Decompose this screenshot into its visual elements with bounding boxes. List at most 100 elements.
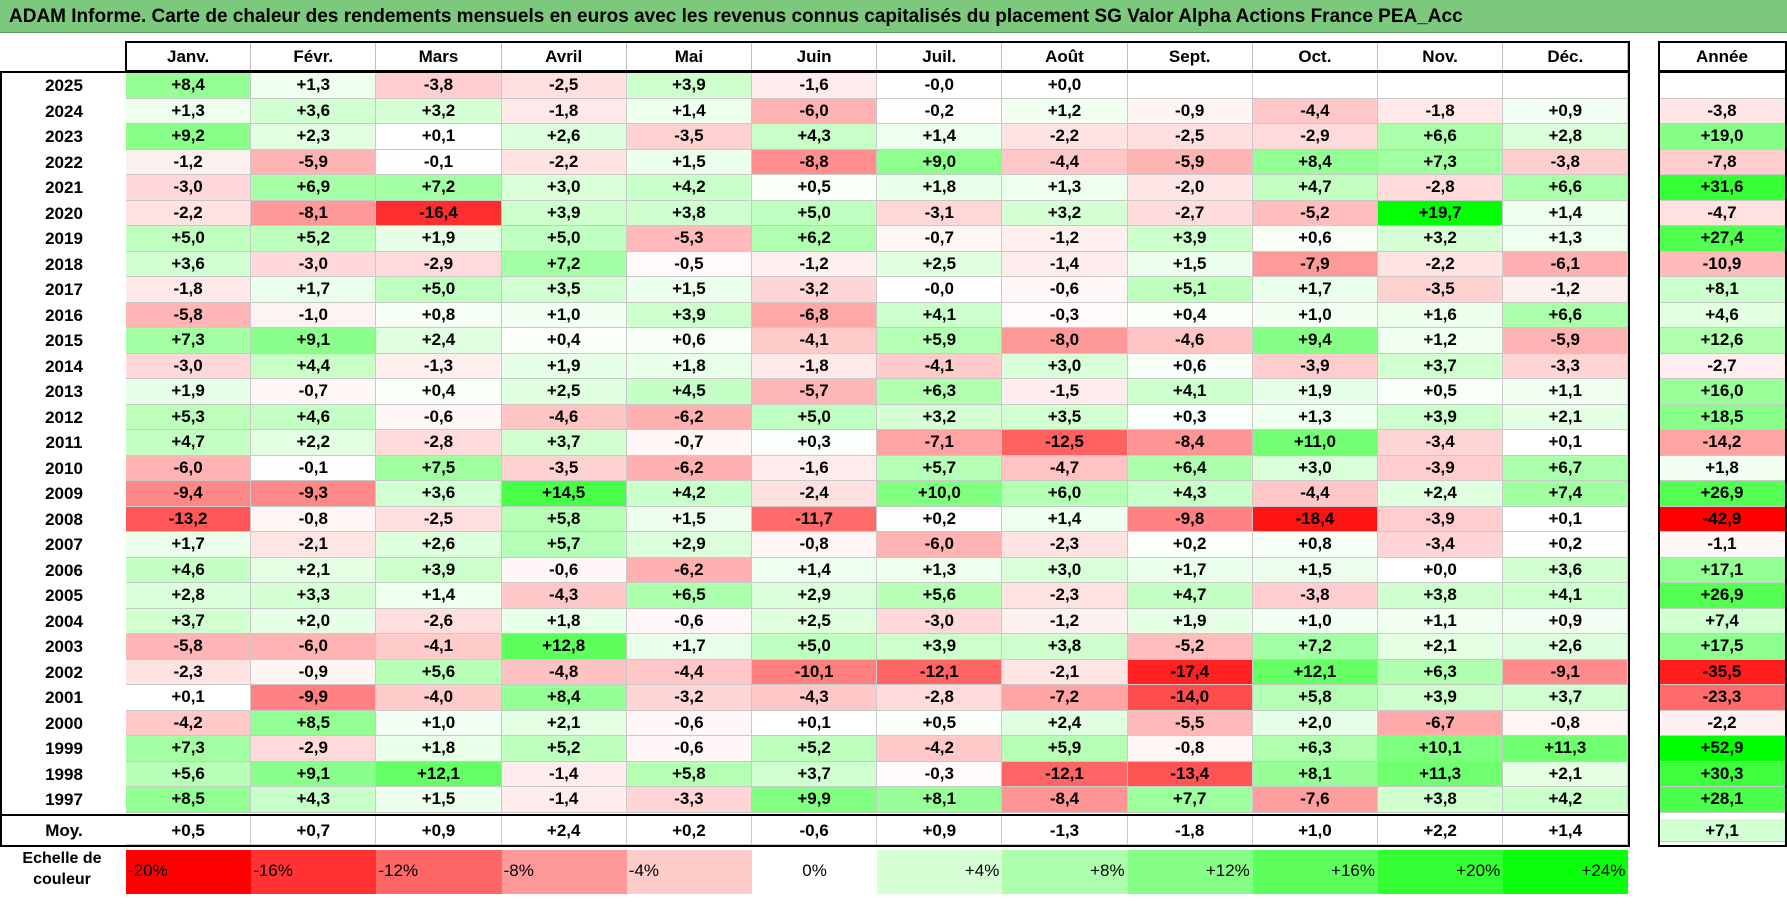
heatmap-cell: +5,7 (877, 455, 1003, 481)
heatmap-cell: +3,5 (501, 277, 627, 303)
row-year-label: 2017 (45, 280, 83, 299)
heatmap-cell: +4,7 (1127, 583, 1253, 609)
heatmap-cell: +3,8 (1378, 583, 1504, 609)
heatmap-cell: +6,5 (626, 583, 752, 609)
heatmap-cell: +6,3 (1378, 659, 1504, 685)
heatmap-cell: +1,5 (1127, 251, 1253, 277)
heatmap-cell: +1,7 (626, 634, 752, 660)
heatmap-cell: +4,1 (877, 302, 1003, 328)
heatmap-cell: +0,4 (1127, 302, 1253, 328)
average-cell: +0,9 (376, 815, 502, 845)
heatmap-cell: -0,6 (626, 736, 752, 762)
heatmap-cell: +4,3 (1127, 481, 1253, 507)
heatmap-cell: -13,2 (126, 506, 252, 532)
heatmap-cell: +1,9 (1252, 379, 1378, 405)
row-year-label: 2002 (45, 662, 83, 682)
heatmap-cell: -4,1 (877, 353, 1003, 379)
heatmap-cell (1378, 73, 1504, 99)
heatmap-cell: +4,3 (752, 124, 878, 150)
annual-cell: -2,7 (1659, 353, 1786, 379)
heatmap-cell: +4,7 (126, 430, 252, 456)
heatmap-cell: -8,4 (1127, 430, 1253, 456)
average-cell: +1,4 (1503, 815, 1629, 845)
heatmap-cell: -3,4 (1378, 430, 1504, 456)
heatmap-cell: +1,2 (1002, 98, 1128, 124)
heatmap-cell: -5,8 (126, 302, 252, 328)
heatmap-cell: +12,1 (1252, 659, 1378, 685)
heatmap-cell: -1,4 (501, 787, 627, 813)
heatmap-cell: -2,3 (126, 659, 252, 685)
row-year-label: 1999 (45, 739, 83, 758)
heatmap-cell: +2,1 (1503, 404, 1629, 430)
heatmap-cell: +0,9 (1503, 98, 1629, 124)
heatmap-cell: +1,7 (126, 532, 252, 558)
annual-column-header: Année (1659, 42, 1786, 71)
row-year-label: 2011 (45, 433, 83, 452)
heatmap-cell: -8,0 (1002, 328, 1128, 354)
heatmap-cell: -1,3 (376, 353, 502, 379)
color-scale-swatch: -20% (126, 850, 252, 894)
annual-cell: -4,7 (1659, 200, 1786, 226)
heatmap-cell: +0,6 (1252, 226, 1378, 252)
heatmap-cell: +5,9 (877, 328, 1003, 354)
heatmap-cell: +1,4 (877, 124, 1003, 150)
annual-cell: -10,9 (1659, 251, 1786, 277)
heatmap-cell: -9,4 (126, 481, 252, 507)
heatmap-cell: +5,0 (501, 226, 627, 252)
heatmap-cell: -5,8 (126, 634, 252, 660)
heatmap-cell: +3,5 (1002, 404, 1128, 430)
heatmap-cell: +1,9 (501, 353, 627, 379)
heatmap-cell: +1,5 (626, 277, 752, 303)
color-scale-swatch: 0% (752, 850, 878, 894)
heatmap-cell: +2,5 (877, 251, 1003, 277)
heatmap-cell: +3,7 (1503, 685, 1629, 711)
heatmap-cell: -2,2 (501, 149, 627, 175)
heatmap-cell: -4,4 (1252, 98, 1378, 124)
heatmap-cell: +3,2 (1378, 226, 1504, 252)
heatmap-cell: -2,5 (501, 73, 627, 99)
average-cell: +0,7 (251, 815, 377, 845)
heatmap-cell: -7,2 (1002, 685, 1128, 711)
heatmap-cell: -5,2 (1252, 200, 1378, 226)
heatmap-cell: -4,4 (1252, 481, 1378, 507)
heatmap-cell: +2,8 (126, 583, 252, 609)
row-year-label: 2024 (45, 101, 83, 121)
annual-cell (1659, 73, 1786, 99)
heatmap-cell: +7,2 (376, 175, 502, 201)
heatmap-cell: +1,3 (877, 557, 1003, 583)
color-scale-label: Echelle de couleur (0, 848, 124, 896)
heatmap-cell: +5,0 (126, 226, 252, 252)
heatmap-cell: -7,9 (1252, 251, 1378, 277)
heatmap-cell: +3,6 (1503, 557, 1629, 583)
heatmap-cell: +7,3 (126, 328, 252, 354)
annual-cell: +30,3 (1659, 761, 1786, 787)
heatmap-cell: -4,2 (877, 736, 1003, 762)
heatmap-cell: -3,8 (1503, 149, 1629, 175)
average-cell: +0,5 (126, 815, 252, 845)
heatmap-cell: -4,4 (626, 659, 752, 685)
annual-cell: +8,1 (1659, 277, 1786, 303)
column-header: Août (1002, 42, 1128, 71)
heatmap-cell: +0,6 (626, 328, 752, 354)
heatmap-cell: +1,5 (376, 787, 502, 813)
annual-cell: -2,2 (1659, 710, 1786, 736)
average-cell: -0,6 (752, 815, 878, 845)
heatmap-cell: +6,2 (752, 226, 878, 252)
heatmap-cell: +6,0 (1002, 481, 1128, 507)
heatmap-cell: -0,5 (626, 251, 752, 277)
heatmap-cell: -3,0 (126, 175, 252, 201)
heatmap-cell: +5,0 (752, 200, 878, 226)
heatmap-cell: +5,2 (501, 736, 627, 762)
heatmap-cell: +0,4 (376, 379, 502, 405)
average-cell: +1,0 (1252, 815, 1378, 845)
heatmap-cell: -4,1 (752, 328, 878, 354)
heatmap-cell: -1,2 (1002, 226, 1128, 252)
heatmap-cell: +0,6 (1127, 353, 1253, 379)
row-year-label: 1998 (45, 764, 83, 784)
row-year-label: 2004 (45, 611, 83, 631)
heatmap-cell: +1,3 (126, 98, 252, 124)
heatmap-cell: +8,5 (251, 710, 377, 736)
heatmap-cell: -2,1 (251, 532, 377, 558)
row-year-label: 2014 (45, 356, 83, 376)
heatmap-cell: +3,8 (1378, 787, 1504, 813)
